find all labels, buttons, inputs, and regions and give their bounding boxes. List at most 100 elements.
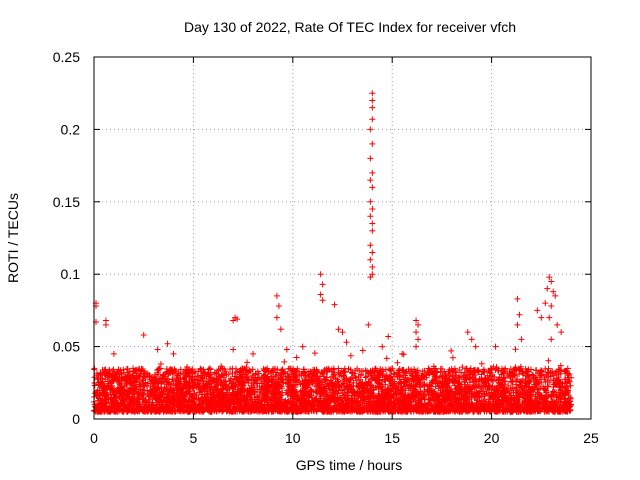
scatter-point [288,371,295,378]
scatter-point [321,388,328,395]
scatter-point [428,388,435,395]
scatter-point [372,393,379,400]
scatter-point [177,366,184,373]
scatter-point [524,389,531,396]
scatter-point [223,404,230,411]
scatter-point [203,378,210,385]
scatter-point [107,396,114,403]
scatter-point [524,400,531,407]
scatter-point [459,364,466,371]
scatter-point [508,378,515,385]
scatter-point [311,350,318,357]
scatter-point [385,408,392,415]
scatter-point [501,378,508,385]
scatter-point [308,408,315,414]
scatter-point [304,408,311,415]
scatter-point [362,374,369,381]
scatter-point [99,366,106,373]
scatter-point [495,387,502,394]
scatter-point [562,379,569,386]
scatter-point [147,388,154,395]
scatter-point [477,403,484,410]
scatter-point [338,395,345,402]
scatter-point [223,371,230,378]
scatter-point [515,401,522,408]
scatter-point [221,372,228,379]
scatter-point [446,382,453,389]
scatter-point [197,405,204,412]
scatter-point [496,376,503,383]
scatter-point [245,389,252,396]
scatter-point [133,372,140,379]
scatter-point [467,365,474,372]
scatter-point [544,392,551,399]
scatter-point [465,404,472,411]
scatter-point [415,407,422,414]
scatter-point [115,367,122,374]
scatter-point [273,369,280,376]
scatter-point [299,407,306,414]
scatter-point [180,384,187,391]
scatter-point [554,394,561,401]
scatter-point [553,375,560,382]
scatter-point [374,396,381,403]
scatter-point [432,393,439,400]
scatter-point [224,397,231,404]
scatter-point [358,372,365,379]
scatter-point [148,401,155,408]
scatter-point [567,382,574,389]
scatter-point [372,384,379,391]
scatter-point [175,372,182,379]
scatter-point [274,402,281,409]
scatter-point [477,385,484,392]
scatter-point [294,376,301,383]
scatter-point [555,398,562,405]
scatter-point [208,396,215,403]
scatter-point [221,382,228,389]
scatter-point [123,376,130,383]
scatter-point [440,383,447,390]
scatter-point [145,393,152,400]
scatter-point [324,408,331,415]
scatter-point [423,406,430,413]
scatter-point [429,377,436,384]
scatter-point [375,408,382,415]
scatter-point [469,384,476,391]
scatter-point [450,377,457,384]
scatter-point [332,388,339,395]
scatter-point [155,383,162,390]
scatter-point [348,369,355,376]
scatter-point [201,371,208,378]
scatter-point [322,403,329,410]
scatter-point [481,397,488,404]
scatter-point [526,377,533,384]
scatter-point [367,404,374,411]
scatter-point [337,400,344,407]
scatter-point [390,402,397,409]
scatter-point [239,366,246,373]
scatter-point [170,370,177,377]
scatter-point [362,367,369,374]
scatter-point [449,373,456,380]
scatter-point [473,401,480,408]
scatter-point [113,399,120,406]
scatter-point [162,370,169,377]
scatter-point [523,372,530,379]
scatter-point [174,383,181,390]
scatter-point [234,397,241,404]
scatter-point [453,406,460,413]
scatter-point [559,408,566,415]
data-points [91,90,575,415]
scatter-point [300,396,307,403]
scatter-point [240,403,247,410]
scatter-point [504,388,511,395]
scatter-point [283,389,290,396]
scatter-point [193,408,200,415]
scatter-point [217,403,224,410]
scatter-point [480,388,487,395]
scatter-point [363,373,370,380]
scatter-point [198,372,205,379]
scatter-point [541,374,548,381]
scatter-point [443,387,450,394]
scatter-point [410,385,417,392]
